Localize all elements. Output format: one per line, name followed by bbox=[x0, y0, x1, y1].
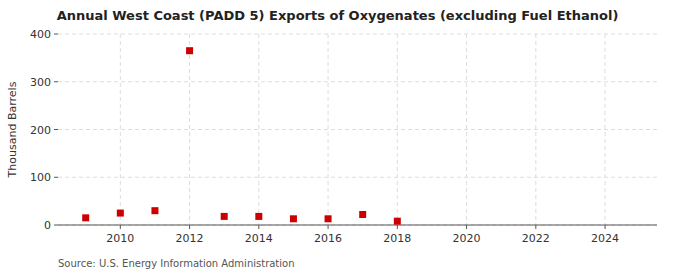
x-grid-line bbox=[258, 34, 259, 225]
x-axis-line bbox=[58, 225, 657, 226]
y-axis-label: Thousand Barrels bbox=[6, 81, 19, 178]
x-grid-line bbox=[535, 34, 536, 225]
point bbox=[186, 47, 193, 54]
x-grid-line bbox=[397, 34, 398, 225]
y-tick-label: 0 bbox=[44, 219, 51, 232]
x-grid-line bbox=[605, 34, 606, 225]
y-tick-label: 200 bbox=[30, 124, 51, 137]
y-tick-label: 100 bbox=[30, 171, 51, 184]
y-tick-label: 400 bbox=[30, 28, 51, 41]
y-grid-line bbox=[58, 81, 657, 82]
x-grid-line bbox=[328, 34, 329, 225]
background bbox=[0, 0, 675, 275]
x-tick bbox=[535, 225, 536, 229]
point bbox=[325, 215, 332, 222]
point bbox=[359, 211, 366, 218]
x-grid-line bbox=[466, 34, 467, 225]
y-tick bbox=[54, 81, 58, 82]
x-tick-label: 2018 bbox=[383, 232, 411, 245]
x-tick bbox=[397, 225, 398, 229]
x-tick-label: 2010 bbox=[106, 232, 134, 245]
x-tick-label: 2020 bbox=[453, 232, 481, 245]
axes: 2010 2012 2014 2016 2018 2020 2022 2024 0 100 200 3… bbox=[30, 28, 619, 245]
x-tick-label: 2014 bbox=[245, 232, 273, 245]
x-tick bbox=[328, 225, 329, 229]
point bbox=[394, 218, 401, 225]
points bbox=[82, 47, 401, 224]
grid bbox=[58, 34, 657, 225]
x-tick bbox=[120, 225, 121, 229]
x-tick bbox=[258, 225, 259, 229]
x-tick bbox=[189, 225, 190, 229]
y-grid-line bbox=[58, 177, 657, 178]
y-grid-line bbox=[58, 225, 657, 226]
x-grid-line bbox=[120, 34, 121, 225]
x-tick bbox=[605, 225, 606, 229]
x-tick bbox=[466, 225, 467, 229]
point bbox=[290, 215, 297, 222]
y-tick-label: 300 bbox=[30, 76, 51, 89]
source: Source: U.S. Energy Information Administ… bbox=[58, 258, 295, 269]
title: Annual West Coast (PADD 5) Exports of Ox… bbox=[57, 8, 619, 23]
y-grid-line bbox=[58, 129, 657, 130]
point bbox=[255, 213, 262, 220]
y-tick bbox=[54, 177, 58, 178]
x-tick-label: 2024 bbox=[591, 232, 619, 245]
chart: 2010 2012 2014 2016 2018 2020 2022 2024 0 100 200 3… bbox=[0, 0, 675, 275]
y-tick bbox=[54, 129, 58, 130]
point bbox=[117, 210, 124, 217]
x-tick-label: 2022 bbox=[522, 232, 550, 245]
point bbox=[82, 214, 89, 221]
x-tick-label: 2012 bbox=[176, 232, 204, 245]
point bbox=[151, 207, 158, 214]
x-grid-line bbox=[189, 34, 190, 225]
y-grid-line bbox=[58, 34, 657, 35]
y-tick bbox=[54, 34, 58, 35]
y-tick bbox=[54, 225, 58, 226]
x-tick-label: 2016 bbox=[314, 232, 342, 245]
point bbox=[221, 213, 228, 220]
